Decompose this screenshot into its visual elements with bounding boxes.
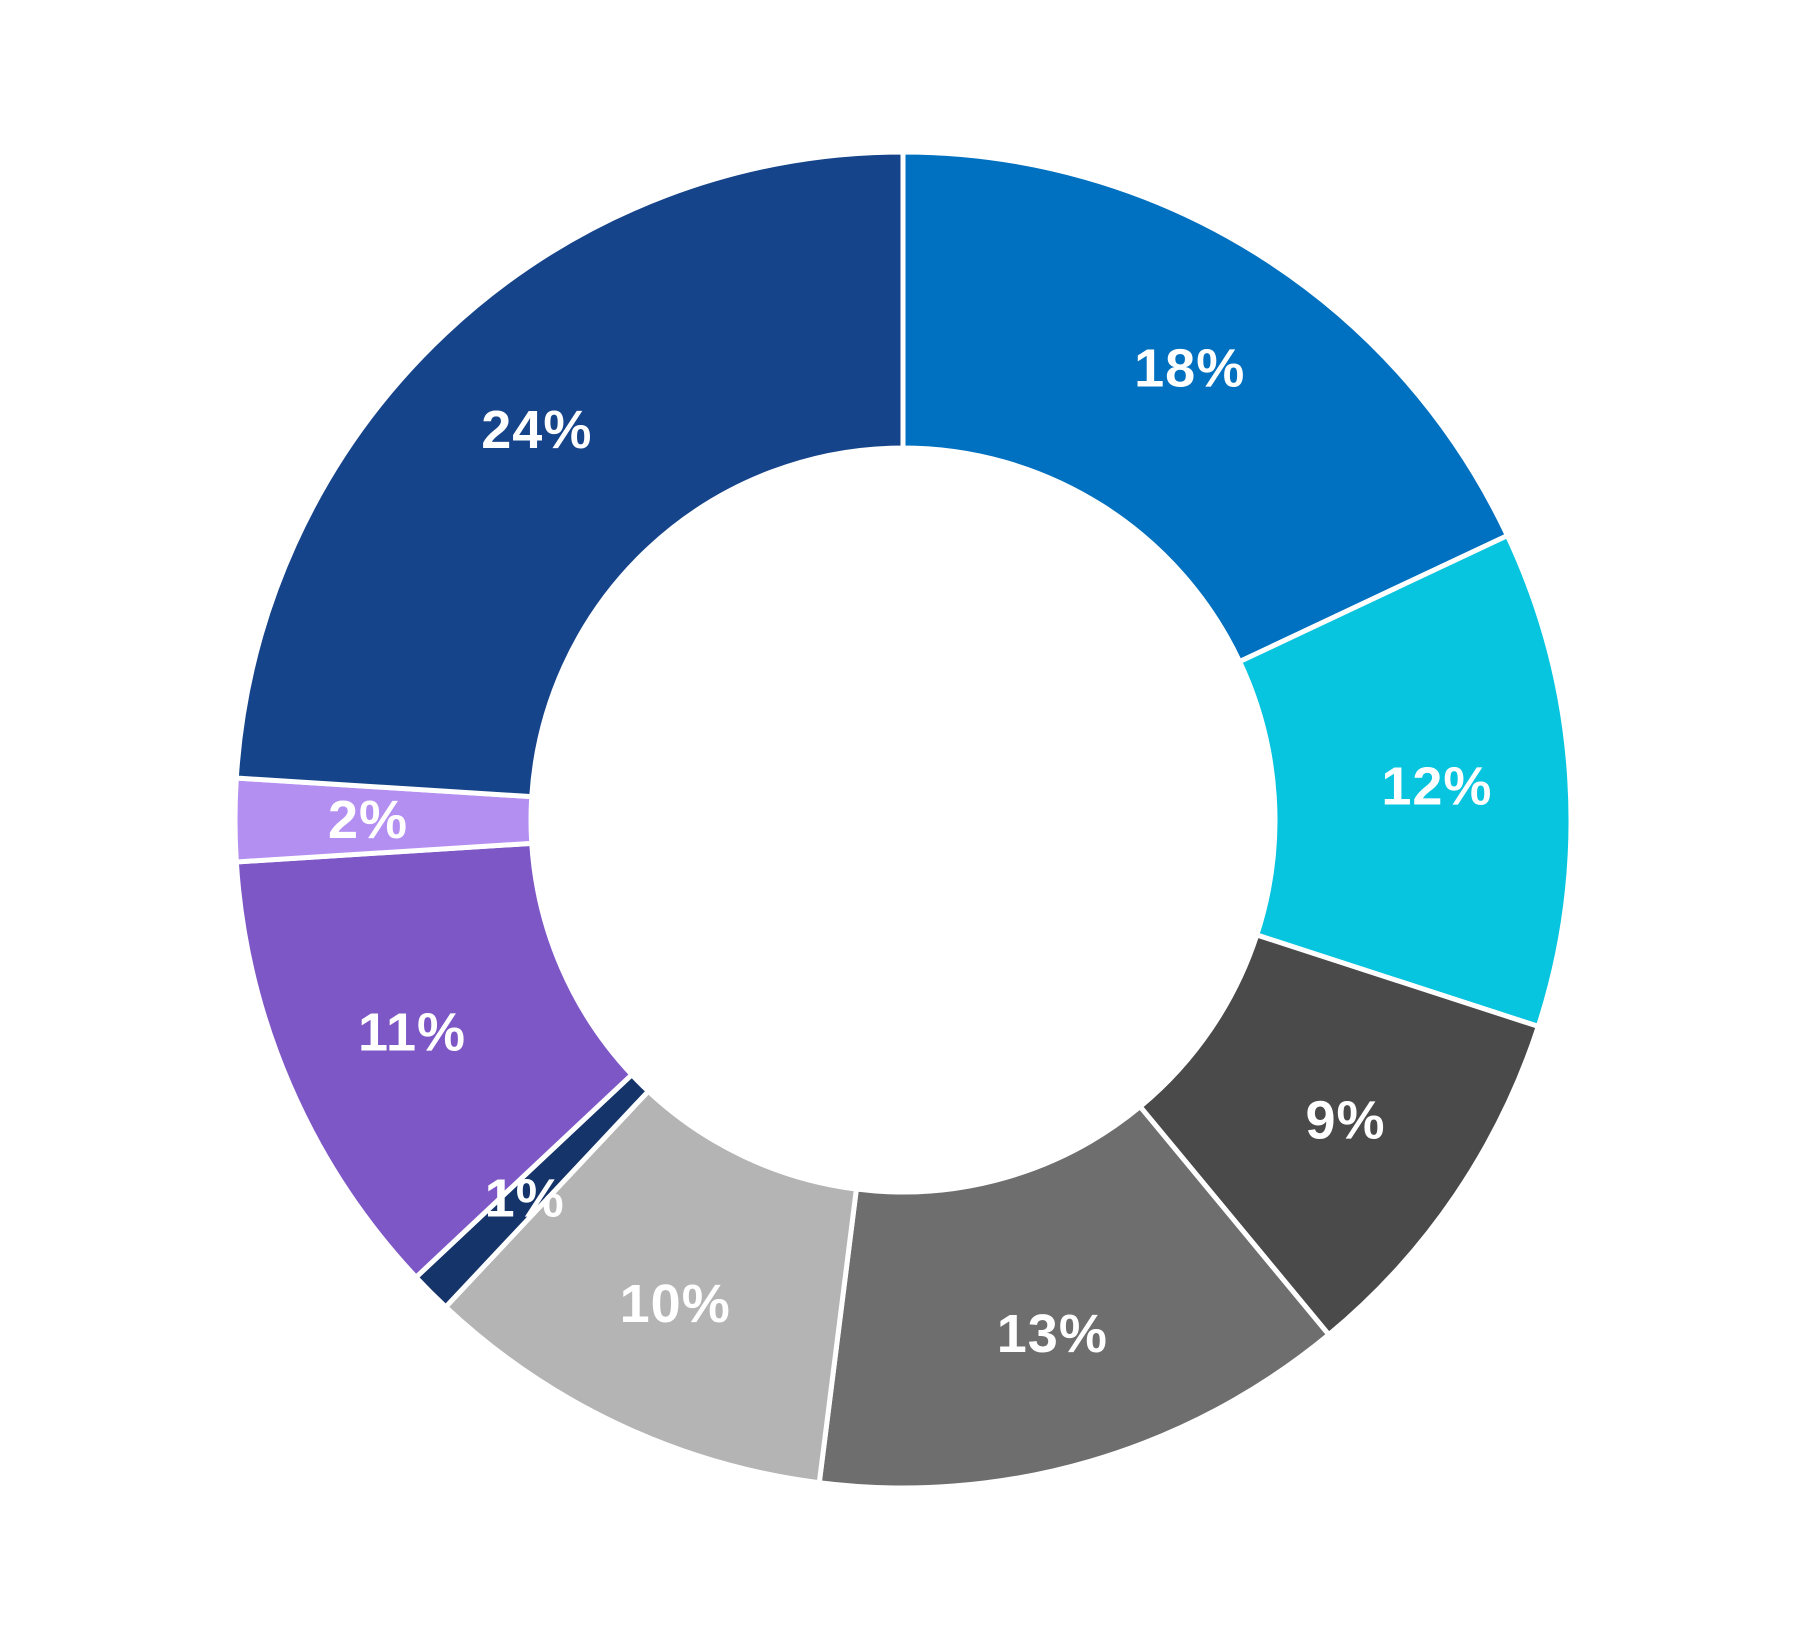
slice-label-1: 18% bbox=[1134, 338, 1245, 398]
slice-label-3: 9% bbox=[1305, 1091, 1385, 1151]
slice-5 bbox=[442, 1087, 860, 1486]
slice-label-8: 2% bbox=[328, 790, 408, 850]
slices-layer bbox=[232, 149, 1574, 1491]
slice-2 bbox=[1236, 532, 1574, 1030]
slice-4 bbox=[816, 1103, 1333, 1491]
slice-7 bbox=[233, 840, 636, 1281]
slice-label-9: 24% bbox=[481, 400, 592, 460]
slice-label-4: 13% bbox=[997, 1304, 1108, 1364]
slice-label-6: 1% bbox=[485, 1168, 565, 1228]
slice-label-7: 11% bbox=[358, 1003, 466, 1063]
slice-label-5: 10% bbox=[620, 1274, 731, 1334]
slice-label-2: 12% bbox=[1381, 756, 1492, 816]
slice-9 bbox=[233, 149, 906, 800]
labels-layer: 18% 12% 9% 13% 10% 1% 11% 2% 24% bbox=[328, 338, 1492, 1364]
slice-1 bbox=[900, 149, 1511, 665]
